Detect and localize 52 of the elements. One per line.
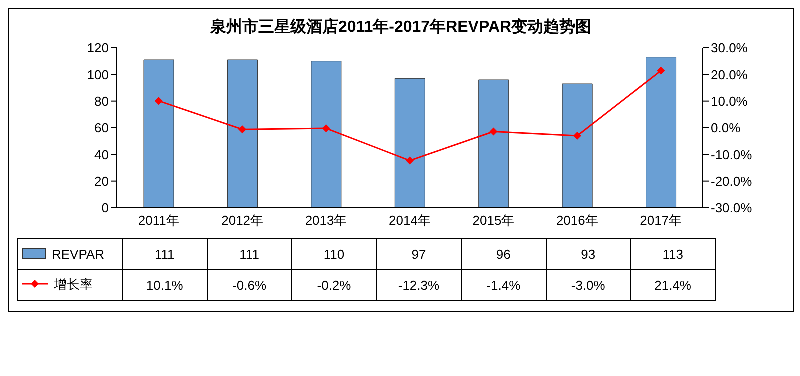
y2-tick-label: 20.0% (711, 67, 748, 82)
y-tick-label: 100 (87, 67, 109, 82)
y2-tick-label: 30.0% (711, 40, 748, 56)
data-label: 96 (461, 238, 546, 270)
x-tick-label: 2014年 (389, 213, 431, 228)
point (322, 124, 330, 133)
legend-label: REVPAR (18, 238, 122, 270)
y-tick-label: 120 (87, 40, 109, 56)
data-label: -12.3% (376, 270, 462, 300)
y2-tick-label: 10.0% (711, 94, 748, 109)
point (238, 126, 247, 134)
data-label: 111 (207, 238, 292, 270)
data-label: 113 (630, 238, 716, 270)
legend-label: 增长率 (18, 270, 122, 300)
data-label: 21.4% (630, 270, 716, 300)
point (490, 128, 498, 136)
chart-title: 泉州市三星级酒店2011年-2017年REVPAR变动趋势图 (209, 17, 593, 38)
bar (144, 60, 174, 208)
x-tick-label: 2017年 (640, 213, 682, 228)
bar (394, 78, 426, 208)
point (657, 66, 666, 75)
x-tick-label: 2012年 (222, 213, 264, 228)
data-label: 97 (376, 238, 462, 270)
data-label: -1.4% (461, 270, 546, 300)
x-tick-label: 2011年 (138, 213, 180, 228)
bar (311, 61, 342, 208)
y-tick-label: 0 (102, 200, 109, 216)
data-label: -3.0% (546, 270, 631, 300)
y2-tick-label: -20.0% (711, 174, 753, 189)
bar (478, 80, 510, 208)
bar (227, 60, 258, 208)
y2-tick-label: -10.0% (711, 147, 753, 162)
data-label: 110 (292, 238, 377, 270)
y-tick-label: 80 (94, 94, 109, 109)
point (406, 156, 414, 165)
x-tick-label: 2016年 (556, 213, 598, 228)
data-label: -0.6% (207, 270, 292, 300)
bar (646, 57, 677, 208)
x-tick-label: 2013年 (305, 213, 348, 228)
point (154, 97, 163, 106)
data-label: 10.1% (122, 270, 208, 300)
point (573, 132, 582, 140)
data-label: -0.2% (292, 270, 377, 300)
data-label: 93 (546, 238, 631, 270)
y2-tick-label: 0.0% (711, 120, 742, 136)
bar (562, 84, 593, 208)
y-tick-label: 60 (94, 120, 109, 136)
y-tick-label: 20 (94, 174, 109, 189)
data-label: 111 (122, 238, 208, 270)
y2-tick-label: -30.0% (711, 200, 753, 216)
x-tick-label: 2015年 (472, 213, 515, 228)
y-tick-label: 40 (94, 147, 109, 162)
